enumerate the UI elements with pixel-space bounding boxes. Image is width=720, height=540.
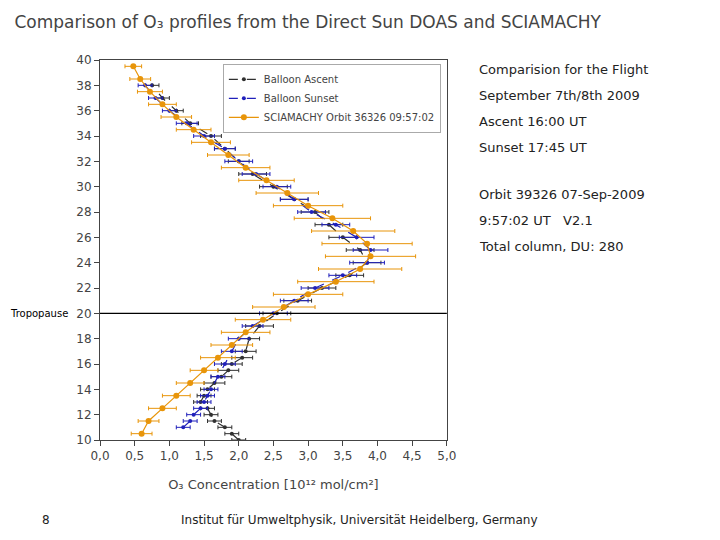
svg-text:10: 10 [76,433,91,447]
svg-text:Comparison of O₃ profiles from: Comparison of O₃ profiles from the Direc… [14,12,601,32]
svg-text:16: 16 [76,357,91,371]
svg-text:Tropopause: Tropopause [10,308,68,319]
svg-text:September 7th/8th 2009: September 7th/8th 2009 [479,88,640,103]
svg-text:Balloon Sunset: Balloon Sunset [264,93,339,104]
svg-text:0,0: 0,0 [90,449,109,463]
svg-text:Ascent 16:00 UT: Ascent 16:00 UT [479,114,586,129]
svg-text:Sunset 17:45 UT: Sunset 17:45 UT [479,140,587,155]
svg-text:18: 18 [76,332,91,346]
svg-text:Total column, DU: 280: Total column, DU: 280 [479,239,623,254]
svg-text:8: 8 [42,513,50,527]
svg-text:26: 26 [76,231,91,245]
svg-text:SCIAMACHY Orbit 36326 09:57:02: SCIAMACHY Orbit 36326 09:57:02 [264,112,434,123]
svg-text:O₃ Concentration [10¹² mol/cm²: O₃ Concentration [10¹² mol/cm²] [168,477,379,492]
svg-text:Orbit 39326 07-Sep-2009: Orbit 39326 07-Sep-2009 [479,187,645,202]
svg-text:32: 32 [76,155,91,169]
svg-text:2,5: 2,5 [264,449,283,463]
svg-text:Comparision for the Flight: Comparision for the Flight [479,62,648,77]
svg-text:14: 14 [76,383,91,397]
svg-text:1,5: 1,5 [195,449,214,463]
svg-text:Institut für Umweltphysik, Uni: Institut für Umweltphysik, Universität H… [181,513,538,527]
svg-text:5,0: 5,0 [437,449,456,463]
svg-text:2,0: 2,0 [229,449,248,463]
svg-text:24: 24 [76,256,91,270]
svg-text:0,5: 0,5 [125,449,144,463]
svg-text:28: 28 [76,205,91,219]
svg-text:40: 40 [76,53,91,67]
svg-text:12: 12 [76,408,91,422]
svg-text:38: 38 [76,79,91,93]
svg-text:20: 20 [76,307,91,321]
svg-text:3,0: 3,0 [299,449,318,463]
svg-text:Balloon Ascent: Balloon Ascent [264,74,338,85]
svg-text:36: 36 [76,104,91,118]
svg-text:3,5: 3,5 [333,449,352,463]
svg-text:1,0: 1,0 [160,449,179,463]
svg-text:30: 30 [76,180,91,194]
svg-text:34: 34 [76,129,91,143]
svg-text:4,5: 4,5 [403,449,422,463]
svg-text:4,0: 4,0 [368,449,387,463]
svg-text:9:57:02 UT V2.1: 9:57:02 UT V2.1 [479,213,593,228]
svg-text:22: 22 [76,281,91,295]
